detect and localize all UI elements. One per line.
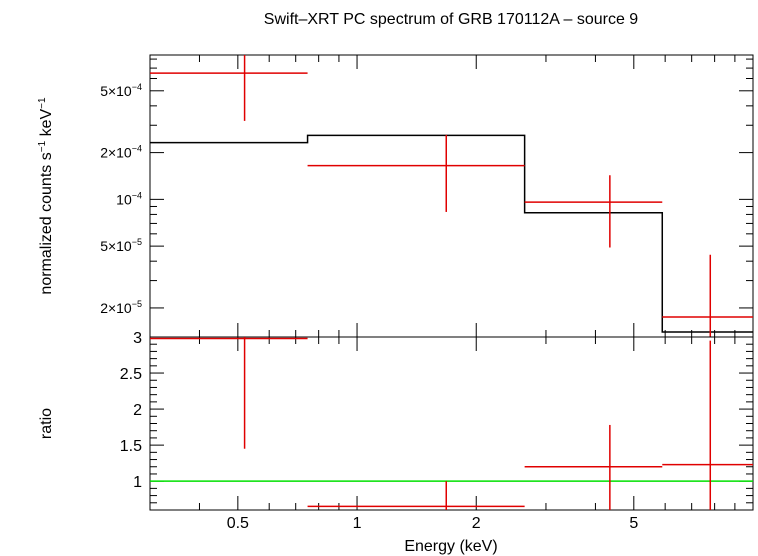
x-tick-label: 2 [472, 515, 481, 532]
y-tick-label: 2×10−5 [100, 299, 142, 316]
y-tick-label: 5×10−4 [100, 82, 142, 99]
y-tick-mantissa: 5×10 [100, 238, 132, 254]
top-panel: 5×10−42×10−410−45×10−52×10−5 normalized … [37, 54, 754, 338]
bottom-panel: 1 1.5 2 2.5 3 ratio [38, 330, 754, 511]
y-tick-exponent: −4 [132, 190, 142, 200]
y-tick-label: 10−4 [116, 190, 142, 207]
data-point [662, 254, 753, 337]
y-tick-label: 2×10−4 [100, 144, 142, 161]
ratio-point [150, 337, 308, 449]
y-tick-exponent: −4 [132, 82, 142, 92]
ylabel-main: normalized counts s [38, 152, 55, 294]
y-tick-label: 5×10−5 [100, 237, 142, 254]
y-tick-exponent: −5 [132, 299, 142, 309]
x-axis-label: Energy (keV) [404, 538, 497, 555]
y-tick-mantissa: 2×10 [100, 300, 132, 316]
bottom-y-tick-labels: 1 1.5 2 2.5 3 [120, 330, 142, 491]
ylabel-mid: keV [38, 109, 55, 141]
model-histogram [150, 134, 753, 333]
y-tick-label: 3 [133, 330, 142, 347]
y-tick-exponent: −4 [132, 144, 142, 154]
top-y-tick-labels: 5×10−42×10−410−45×10−52×10−5 [100, 82, 142, 316]
model-step-line [150, 134, 753, 333]
bottom-y-axis-label: ratio [38, 408, 55, 439]
bottom-panel-ticks [149, 336, 754, 511]
ratio-point [524, 424, 663, 510]
x-tick-label: 1 [353, 515, 362, 532]
y-tick-mantissa: 10 [116, 191, 132, 207]
data-point [524, 175, 663, 248]
y-tick-label: 1 [133, 474, 142, 491]
y-tick-label: 1.5 [120, 438, 142, 455]
data-point [150, 55, 308, 121]
x-tick-label: 5 [629, 515, 638, 532]
y-tick-label: 2 [133, 402, 142, 419]
y-tick-mantissa: 2×10 [100, 145, 132, 161]
x-tick-labels: 0.5 1 2 5 [227, 515, 639, 532]
data-point [307, 134, 525, 212]
chart-title: Swift–XRT PC spectrum of GRB 170112A – s… [264, 11, 639, 28]
y-tick-label: 2.5 [120, 366, 142, 383]
ratio-points [150, 337, 753, 510]
y-tick-exponent: −5 [132, 237, 142, 247]
data-points [150, 55, 753, 337]
x-tick-label: 0.5 [227, 515, 249, 532]
top-panel-ticks [149, 55, 754, 337]
ylabel-sup2: −1 [37, 97, 48, 109]
ylabel-sup1: −1 [37, 140, 48, 152]
bottom-panel-frame [149, 336, 754, 511]
y-tick-mantissa: 5×10 [100, 83, 132, 99]
ratio-point [307, 481, 525, 510]
ratio-point [662, 340, 753, 510]
top-y-axis-label: normalized counts s−1 keV−1 [37, 97, 55, 295]
